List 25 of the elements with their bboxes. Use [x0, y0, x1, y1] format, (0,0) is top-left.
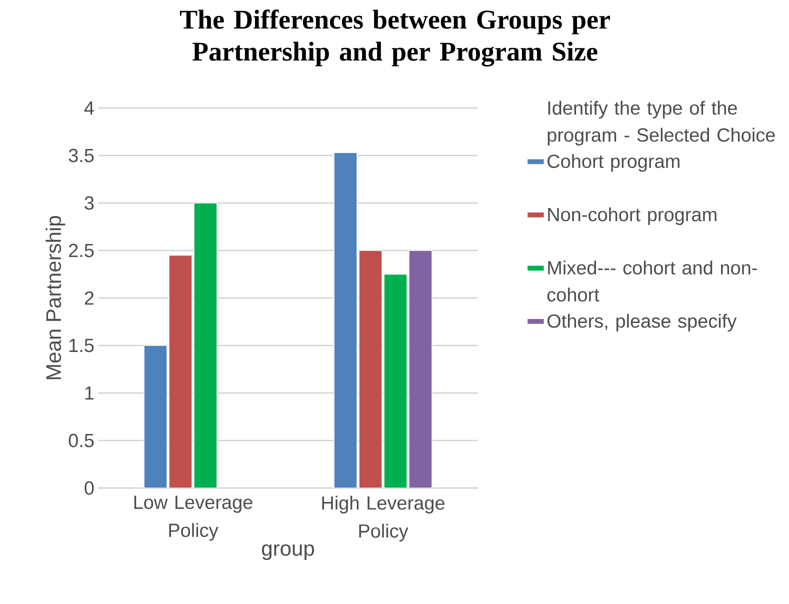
legend-label: Mixed--- cohort and non-cohort — [547, 260, 757, 302]
legend-label: Others, please specify — [548, 314, 737, 332]
bar — [358, 250, 382, 488]
y-tick-label: 0.5 — [68, 434, 94, 448]
legend-title: Identify the type of the program - Selected Choice — [548, 100, 775, 146]
bar — [334, 152, 358, 488]
bar — [384, 274, 408, 488]
legend-label: Non-cohort program — [548, 207, 716, 226]
y-tick-label: 1.5 — [70, 338, 94, 352]
y-tick-label: 2.5 — [69, 244, 94, 258]
y-tick-label: 3 — [84, 196, 94, 210]
bar — [194, 202, 218, 488]
y-tick-label: 1 — [85, 386, 94, 400]
bar — [168, 254, 192, 488]
y-tick-label: 3.5 — [68, 148, 94, 162]
chart-title: The Differences between Groups per Partnership and per Program Size — [180, 10, 610, 66]
y-tick-label: 0 — [84, 481, 94, 495]
y-tick-label: 2 — [84, 291, 94, 305]
x-axis-title: group — [262, 544, 314, 560]
bar — [144, 345, 168, 488]
legend-label: Cohort program — [548, 154, 680, 172]
y-axis-title: Mean Partnership — [46, 216, 66, 380]
x-tick-label: Low Leverage Policy — [134, 496, 252, 541]
x-tick-label: High Leverage Policy — [322, 496, 444, 542]
y-tick-label: 4 — [84, 101, 94, 115]
